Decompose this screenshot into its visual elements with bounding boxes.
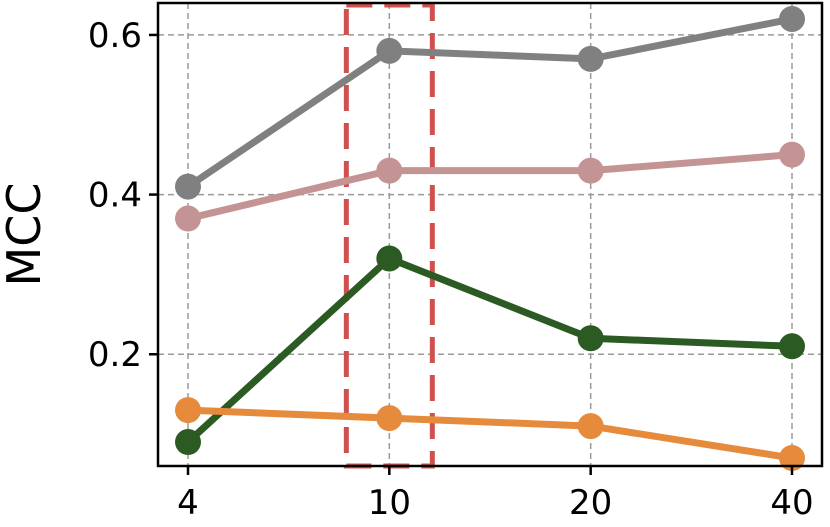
y-tick-label: 0.6 <box>88 16 142 56</box>
data-point <box>779 141 805 168</box>
y-axis-label: MCC <box>0 183 51 287</box>
data-point <box>577 157 604 184</box>
data-point <box>779 333 805 360</box>
data-point <box>376 37 403 64</box>
data-point <box>779 5 805 32</box>
series-line <box>184 254 796 446</box>
ticks: 4 10 20 40 0.2 0.4 0.6 <box>88 16 814 523</box>
data-point <box>175 397 201 424</box>
data-point <box>175 173 201 200</box>
x-tick-label: 10 <box>368 483 411 523</box>
data-point <box>577 45 604 72</box>
data-point <box>376 405 403 432</box>
data-point <box>577 325 604 352</box>
grid <box>158 3 822 466</box>
x-tick-label: 4 <box>177 483 199 523</box>
data-point <box>175 429 201 456</box>
data-point <box>577 413 604 440</box>
series-line <box>184 406 796 462</box>
series-layer <box>175 5 805 472</box>
series-line <box>184 15 796 191</box>
data-point <box>376 157 403 184</box>
data-point <box>376 245 403 272</box>
series-line <box>184 151 796 223</box>
y-tick-label: 0.2 <box>88 335 142 375</box>
data-point <box>175 205 201 232</box>
x-tick-label: 40 <box>770 483 813 523</box>
y-tick-label: 0.4 <box>88 176 142 216</box>
plot-frame <box>156 1 824 468</box>
x-tick-label: 20 <box>569 483 612 523</box>
data-point <box>779 445 805 472</box>
